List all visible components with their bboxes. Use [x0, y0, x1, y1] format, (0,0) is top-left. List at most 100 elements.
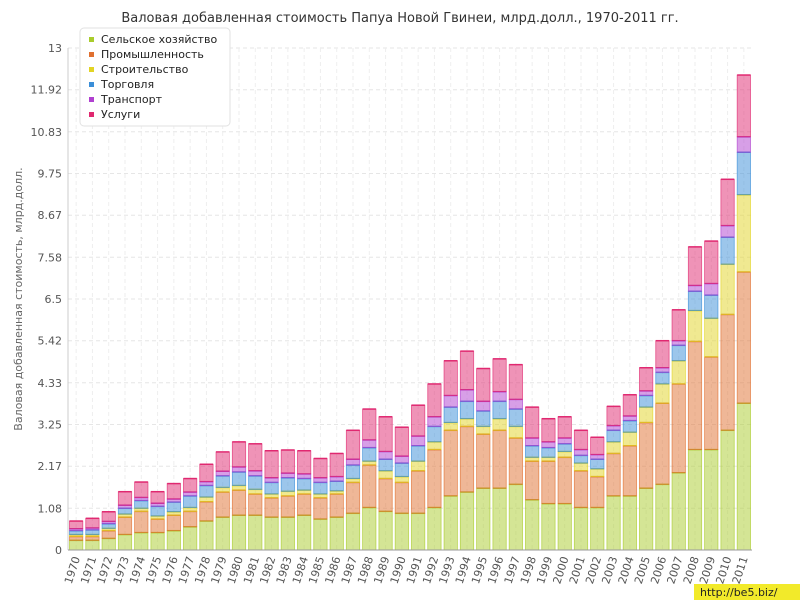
- bar-segment: [720, 429, 735, 551]
- bar-segment: [508, 364, 523, 400]
- bar-segment: [492, 400, 507, 420]
- chart-title: Валовая добавленная стоимость Папуа Ново…: [121, 11, 678, 26]
- bar-segment: [280, 516, 295, 551]
- bar-segment: [704, 240, 719, 284]
- bar-segment: [166, 501, 181, 513]
- bar-segment: [248, 514, 263, 551]
- bar-segment: [525, 445, 540, 458]
- bar-segment: [134, 532, 149, 551]
- bar-segment: [248, 470, 263, 477]
- bar-segment: [573, 429, 589, 450]
- bar-segment: [215, 475, 230, 488]
- bar-segment: [345, 429, 361, 460]
- legend-swatch: [89, 37, 94, 42]
- bar-segment: [541, 418, 556, 443]
- y-tick-label: 3.25: [38, 419, 63, 432]
- bar-segment: [231, 489, 247, 516]
- bar-segment: [622, 495, 637, 551]
- bar-segment: [329, 493, 344, 518]
- bar-segment: [329, 453, 344, 478]
- bar-segment: [231, 514, 247, 551]
- bar-segment: [736, 271, 751, 404]
- bar-segment: [297, 450, 312, 475]
- bar-segment: [639, 422, 654, 489]
- bar-segment: [476, 410, 491, 427]
- bar-segment: [69, 520, 84, 530]
- bar-segment: [297, 514, 312, 551]
- legend-label: Строительство: [101, 63, 189, 76]
- bar-segment: [378, 451, 393, 460]
- bar-segment: [248, 475, 263, 490]
- bar-segment: [639, 487, 654, 551]
- bar-segment: [443, 422, 458, 431]
- bar-segment: [394, 512, 409, 551]
- bars: [69, 74, 751, 551]
- bar-segment: [313, 497, 328, 520]
- y-tick-label: 7.58: [38, 251, 63, 264]
- bar-segment: [411, 445, 426, 462]
- bar-segment: [150, 532, 165, 551]
- bar-segment: [101, 530, 116, 539]
- bar-segment: [69, 539, 84, 551]
- bar-segment: [394, 462, 409, 478]
- bar-segment: [345, 482, 361, 514]
- bar-segment: [248, 493, 263, 516]
- bar-segment: [541, 441, 556, 449]
- bar-segment: [459, 350, 475, 391]
- axes: [67, 48, 752, 551]
- bar-segment: [704, 294, 719, 319]
- legend-swatch: [89, 82, 94, 87]
- bar-segment: [85, 539, 100, 551]
- bar-segment: [362, 507, 377, 551]
- bar-segment: [639, 367, 654, 392]
- bar-segment: [541, 460, 556, 505]
- bar-segment: [639, 395, 654, 408]
- bar-segment: [573, 449, 589, 456]
- y-tick-label: 2.17: [38, 460, 63, 473]
- bar-segment: [378, 510, 393, 551]
- y-tick-label: 8.67: [38, 209, 63, 222]
- bar-segment: [476, 400, 491, 412]
- bar-segment: [378, 458, 393, 472]
- bar-segment: [297, 478, 312, 491]
- bar-segment: [199, 485, 214, 498]
- bar-segment: [362, 447, 377, 462]
- bar-segment: [622, 420, 637, 433]
- bar-segment: [150, 491, 165, 504]
- y-tick-label: 0: [55, 544, 62, 557]
- bar-segment: [573, 462, 589, 472]
- bar-segment: [264, 497, 279, 518]
- bar-segment: [557, 443, 572, 452]
- bar-segment: [687, 310, 703, 342]
- y-axis-label: Валовая добавленная стоимость, млрд.долл…: [12, 167, 25, 430]
- bar-segment: [394, 482, 409, 514]
- bar-segment: [557, 416, 572, 439]
- bar-segment: [590, 458, 605, 470]
- bar-segment: [525, 499, 540, 551]
- bar-segment: [508, 437, 523, 485]
- bar-segment: [590, 507, 605, 551]
- bar-segment: [264, 450, 279, 479]
- bar-segment: [443, 395, 458, 408]
- bar-segment: [394, 426, 409, 457]
- y-tick-label: 13: [48, 42, 62, 55]
- bar-segment: [378, 416, 393, 452]
- bar-segment: [264, 482, 279, 495]
- bar-segment: [606, 405, 621, 427]
- bar-segment: [134, 481, 149, 498]
- bar-segment: [720, 263, 735, 315]
- bar-segment: [557, 456, 572, 505]
- bar-segment: [573, 507, 589, 551]
- bar-segment: [362, 439, 377, 449]
- bar-segment: [671, 472, 686, 551]
- bar-segment: [411, 460, 426, 472]
- bar-segment: [117, 491, 133, 506]
- bar-segment: [411, 435, 426, 447]
- bar-segment: [459, 426, 475, 493]
- bar-segment: [655, 402, 670, 485]
- y-tick-label: 5.42: [38, 335, 63, 348]
- bar-segment: [525, 437, 540, 447]
- bar-segment: [720, 314, 735, 431]
- bar-segment: [199, 520, 214, 551]
- bar-segment: [313, 458, 328, 479]
